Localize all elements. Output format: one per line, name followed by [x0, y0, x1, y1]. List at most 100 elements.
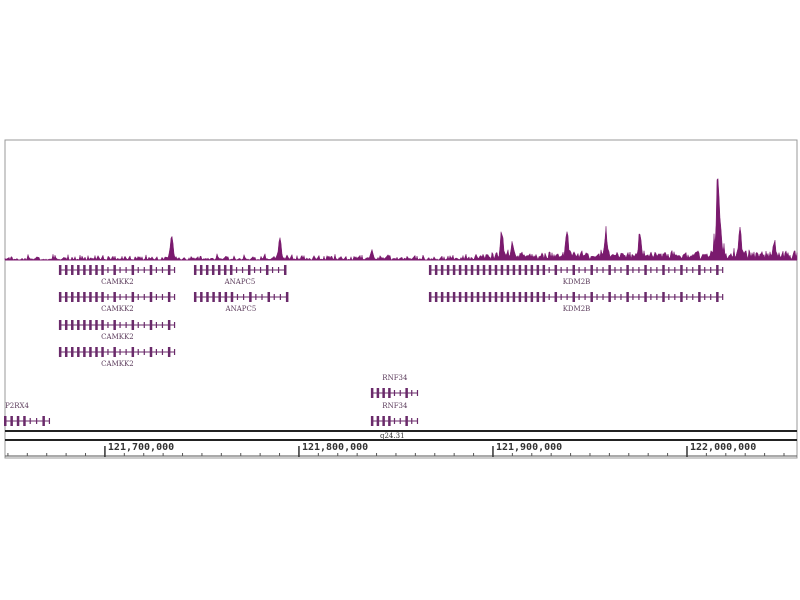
- exon: [285, 292, 289, 302]
- exon: [399, 418, 401, 424]
- exon: [722, 267, 724, 273]
- exon: [662, 265, 665, 275]
- exon: [382, 416, 385, 426]
- gene-label: KDM2B: [563, 305, 591, 313]
- x-axis: 121,700,000 121,800,000 121,900,000 122,000…: [5, 442, 797, 457]
- exon: [125, 322, 127, 328]
- exon: [107, 294, 109, 300]
- exon: [680, 265, 683, 275]
- exon: [476, 265, 480, 275]
- exon: [405, 416, 408, 426]
- exon: [566, 267, 568, 273]
- exon: [71, 347, 74, 357]
- exon: [71, 320, 74, 330]
- exon: [155, 349, 157, 355]
- exon: [267, 292, 271, 302]
- exon: [83, 265, 86, 275]
- exon: [193, 265, 197, 275]
- exon: [77, 320, 80, 330]
- exon: [650, 267, 652, 273]
- exon: [223, 265, 227, 275]
- exon: [482, 265, 486, 275]
- exon: [560, 294, 562, 300]
- exon: [376, 388, 380, 398]
- signal-area: [4, 177, 798, 261]
- exon: [411, 418, 413, 424]
- exon: [722, 294, 724, 300]
- exon: [155, 294, 157, 300]
- exon: [173, 322, 176, 328]
- exon: [542, 292, 546, 302]
- exon: [488, 265, 492, 275]
- gene-camkk2: CAMKK2: [58, 265, 176, 286]
- exon: [656, 294, 658, 300]
- exon: [596, 267, 598, 273]
- gene-label: RNF34: [382, 402, 408, 410]
- exon: [241, 267, 244, 273]
- exon: [608, 292, 611, 302]
- exon: [524, 265, 528, 275]
- exon: [83, 347, 86, 357]
- exon: [716, 292, 719, 302]
- exon: [620, 267, 622, 273]
- exon: [149, 292, 153, 302]
- exon: [95, 265, 98, 275]
- gene-kdm2b: KDM2B: [428, 265, 724, 286]
- exon: [161, 349, 164, 355]
- exon: [283, 265, 287, 275]
- exon: [674, 267, 676, 273]
- exon: [554, 265, 558, 275]
- exon: [249, 292, 252, 302]
- exon: [167, 265, 171, 275]
- exon: [89, 265, 92, 275]
- exon: [542, 265, 546, 275]
- gene-anapc5: ANAPC5: [193, 265, 287, 286]
- exon: [388, 416, 391, 426]
- exon: [434, 292, 438, 302]
- exon: [235, 267, 238, 273]
- exon: [155, 322, 157, 328]
- exon: [143, 267, 145, 273]
- exon: [113, 292, 116, 302]
- exon: [632, 267, 634, 273]
- exon: [530, 265, 534, 275]
- exon: [36, 418, 38, 424]
- exon: [500, 265, 504, 275]
- exon: [107, 322, 109, 328]
- exon: [230, 292, 234, 302]
- exon: [89, 292, 92, 302]
- exon: [42, 416, 45, 426]
- exon: [399, 390, 401, 396]
- exon: [686, 294, 688, 300]
- exon: [686, 267, 688, 273]
- exon: [536, 292, 540, 302]
- exon: [16, 416, 20, 426]
- exon: [125, 349, 127, 355]
- exon: [578, 267, 580, 273]
- exon: [584, 267, 586, 273]
- gene-camkk2: CAMKK2: [58, 292, 176, 313]
- exon: [632, 294, 634, 300]
- exon: [494, 292, 498, 302]
- exon: [393, 418, 396, 424]
- exon: [101, 320, 104, 330]
- exon: [476, 292, 480, 302]
- exon: [242, 294, 245, 300]
- exon: [620, 294, 622, 300]
- exon: [83, 292, 86, 302]
- exon: [524, 292, 528, 302]
- exon: [161, 294, 164, 300]
- exon: [416, 418, 419, 424]
- band-label: q24.31: [380, 432, 405, 440]
- exon: [405, 388, 408, 398]
- exon: [48, 418, 51, 424]
- exon: [137, 267, 139, 273]
- gene-rnf34: RNF34: [370, 374, 419, 398]
- exon: [101, 292, 104, 302]
- exon: [506, 265, 510, 275]
- exon: [452, 292, 456, 302]
- exon: [698, 292, 701, 302]
- exon: [530, 292, 534, 302]
- gene-anapc5: ANAPC5: [193, 292, 289, 313]
- exon: [644, 265, 647, 275]
